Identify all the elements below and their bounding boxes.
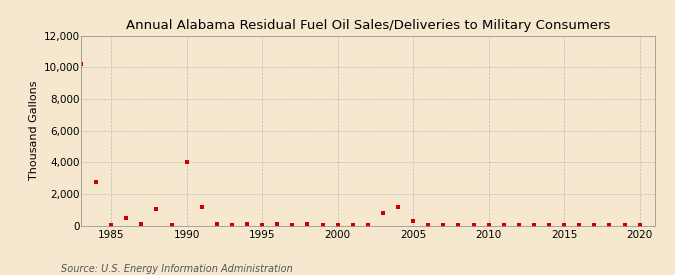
Title: Annual Alabama Residual Fuel Oil Sales/Deliveries to Military Consumers: Annual Alabama Residual Fuel Oil Sales/D…	[126, 19, 610, 32]
Text: Source: U.S. Energy Information Administration: Source: U.S. Energy Information Administ…	[61, 264, 292, 274]
Y-axis label: Thousand Gallons: Thousand Gallons	[29, 81, 39, 180]
